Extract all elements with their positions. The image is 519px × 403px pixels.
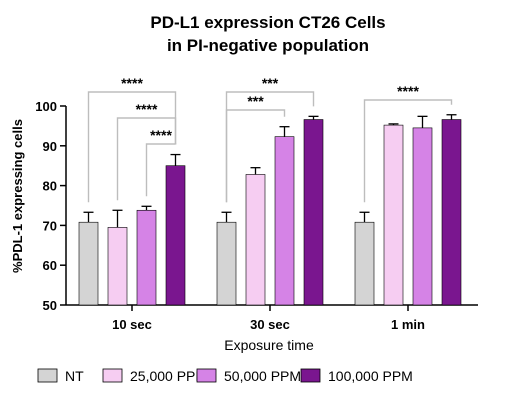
- y-tick-label: 60: [43, 258, 57, 273]
- y-tick-label: 70: [43, 218, 57, 233]
- legend-label: NT: [65, 368, 84, 384]
- bar: [441, 119, 462, 306]
- significance-label: ***: [262, 75, 279, 91]
- bar: [245, 174, 266, 306]
- bar: [78, 221, 99, 306]
- bar: [354, 221, 375, 306]
- legend-swatch: [300, 368, 321, 383]
- legend-swatch: [37, 368, 58, 383]
- significance-bracket: [87, 91, 177, 203]
- x-axis-label: Exposure time: [224, 337, 314, 353]
- legend-swatch: [102, 368, 123, 383]
- bar: [412, 127, 433, 306]
- legend-swatch: [196, 368, 217, 383]
- significance-label: ****: [121, 75, 143, 91]
- significance-bracket: [145, 143, 177, 197]
- x-category-label: 1 min: [391, 317, 425, 332]
- chart-title-line2: in PI-negative population: [167, 36, 369, 55]
- significance-label: ****: [150, 127, 172, 143]
- bar: [383, 124, 404, 306]
- significance-bracket: [363, 99, 453, 203]
- significance-label: ****: [136, 101, 158, 117]
- legend-label: 50,000 PPM: [224, 368, 301, 384]
- x-category-label: 30 sec: [250, 317, 290, 332]
- y-axis-label: %PDL-1 expressing cells: [10, 119, 25, 273]
- legend-label: 25,000 PPM: [130, 368, 207, 384]
- legend-label: 100,000 PPM: [328, 368, 413, 384]
- bar: [274, 136, 295, 306]
- legend: NT 25,000 PPM 50,000 PPM 100,000 PPM: [37, 368, 413, 384]
- bar: [216, 221, 237, 306]
- chart-title-line1: PD-L1 expression CT26 Cells: [150, 13, 385, 32]
- y-tick-label: 80: [43, 179, 57, 194]
- bar: [303, 119, 324, 306]
- significance-label: ***: [247, 93, 264, 109]
- significance-bracket: [225, 91, 315, 203]
- significance-label: ****: [397, 83, 419, 99]
- x-category-label: 10 sec: [112, 317, 152, 332]
- bar: [165, 165, 186, 306]
- y-tick-label: 50: [43, 298, 57, 313]
- bar: [107, 227, 128, 306]
- significance-bracket: [116, 117, 177, 201]
- bar: [136, 209, 157, 306]
- y-tick-label: 100: [35, 99, 57, 114]
- y-tick-label: 90: [43, 139, 57, 154]
- significance-bracket: [225, 109, 286, 203]
